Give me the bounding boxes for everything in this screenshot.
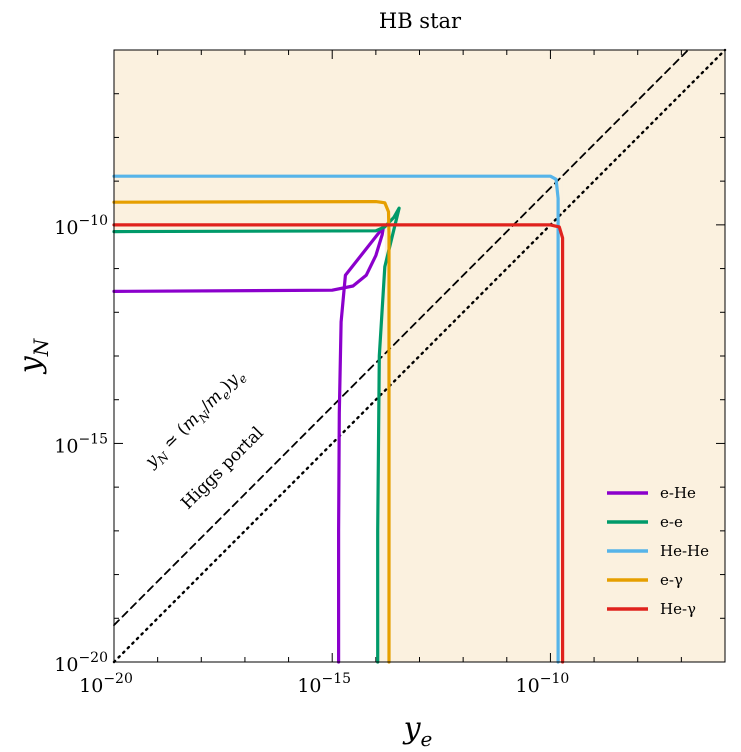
y-axis-label-sub: N: [29, 337, 53, 357]
series-curves: [112, 174, 565, 664]
mass-ratio-line: [113, 49, 689, 626]
svg-text:ye: ye: [402, 711, 433, 751]
y-tick-label: 10−15: [54, 431, 108, 457]
allowed-region-shading-inner: [114, 176, 563, 662]
x-tick-label: 10−10: [516, 671, 570, 697]
reference-lines: [112, 48, 727, 664]
y-tick-label: 10−10: [54, 213, 108, 239]
legend-label: e-γ: [660, 571, 683, 589]
plot-area: [112, 48, 727, 664]
y-axis-title: yN: [13, 337, 53, 375]
x-tick-label: 10−15: [297, 671, 351, 697]
legend: e-He e-e He-He e-γ He-γ: [607, 484, 709, 618]
series-line-ee: [112, 206, 401, 664]
series-line-e: [112, 200, 391, 664]
chart-title: HB star: [379, 9, 462, 33]
series-line-ehe: [112, 225, 386, 664]
svg-text:yN: yN: [13, 337, 53, 375]
x-axis-label: y: [402, 711, 422, 746]
x-axis-label-sub: e: [421, 727, 433, 751]
legend-label: He-He: [660, 542, 709, 560]
x-axis-title: ye: [402, 711, 433, 751]
allowed-region-shading: [114, 50, 725, 662]
series-line-he: [112, 223, 565, 664]
legend-label: He-γ: [660, 600, 696, 618]
y-tick-label: 10−20: [54, 650, 108, 676]
y-axis-label: y: [13, 355, 48, 375]
higgs-portal-line: [112, 48, 727, 664]
plot-frame: [113, 49, 726, 663]
legend-label: e-He: [660, 484, 696, 502]
legend-label: e-e: [660, 513, 683, 531]
x-tick-label: 10−20: [79, 671, 133, 697]
tick-labels: 10−20 10−15 10−10 10−20 10−15 10−10: [54, 213, 569, 697]
series-line-hehe: [112, 174, 560, 664]
